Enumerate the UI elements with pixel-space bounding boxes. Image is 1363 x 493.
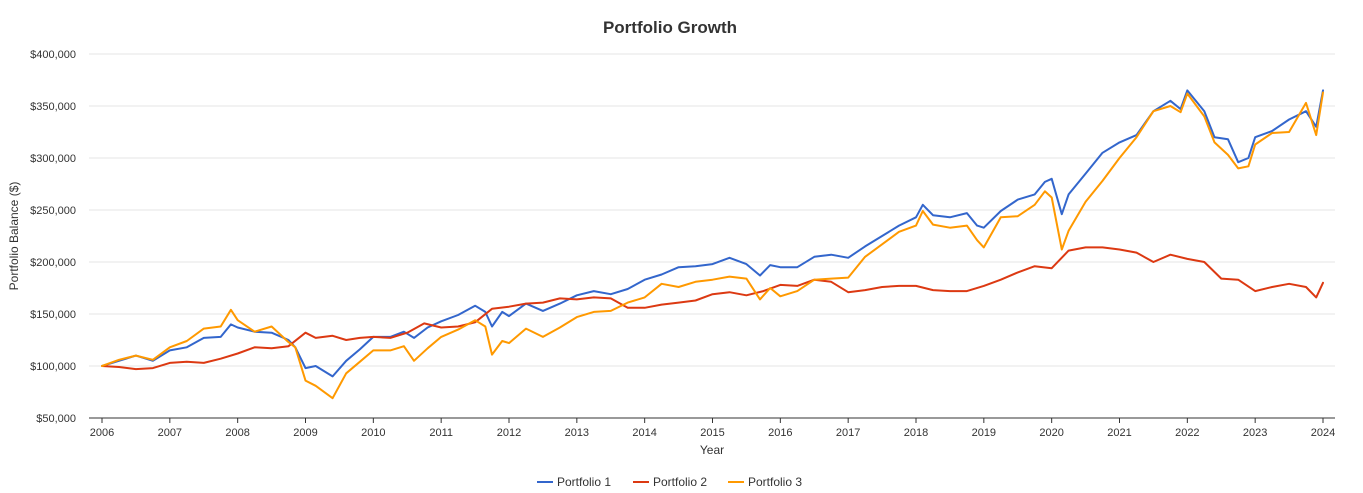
x-tick-label: 2017	[836, 427, 860, 439]
series-lines	[101, 89, 1324, 400]
x-tick-label: 2016	[768, 427, 792, 439]
legend-item-portfolio-1[interactable]: Portfolio 1	[537, 475, 611, 489]
x-axis-label: Year	[700, 443, 724, 457]
y-tick-label: $100,000	[30, 361, 76, 373]
x-tick-label: 2009	[293, 427, 317, 439]
y-tick-label: $250,000	[30, 205, 76, 217]
x-axis-ticks: 2006 2007 2008 2009 2010 2011 2012 2013 2014 2015…	[90, 418, 1335, 439]
legend-label: Portfolio 1	[557, 475, 611, 489]
y-tick-label: $400,000	[30, 49, 76, 61]
y-tick-label: $50,000	[36, 413, 76, 425]
grid-lines	[89, 53, 1335, 419]
y-axis-ticks: $50,000 $100,000 $150,000 $200,000 $250,000 $…	[30, 49, 76, 425]
y-tick-label: $150,000	[30, 309, 76, 321]
x-tick-label: 2022	[1175, 427, 1199, 439]
x-tick-label: 2006	[90, 427, 114, 439]
x-tick-label: 2019	[972, 427, 996, 439]
legend-label: Portfolio 2	[653, 475, 707, 489]
series-line-portfolio-3	[101, 91, 1324, 400]
series-line-portfolio-2	[101, 246, 1324, 371]
x-tick-label: 2014	[632, 427, 656, 439]
legend-item-portfolio-2[interactable]: Portfolio 2	[633, 475, 707, 489]
x-tick-label: 2021	[1107, 427, 1131, 439]
x-tick-label: 2023	[1243, 427, 1267, 439]
x-tick-label: 2015	[700, 427, 724, 439]
legend: Portfolio 1 Portfolio 2 Portfolio 3	[537, 475, 802, 489]
y-tick-label: $200,000	[30, 257, 76, 269]
x-tick-label: 2008	[225, 427, 249, 439]
x-tick-label: 2013	[565, 427, 589, 439]
x-tick-label: 2010	[361, 427, 385, 439]
legend-item-portfolio-3[interactable]: Portfolio 3	[728, 475, 802, 489]
chart-title: Portfolio Growth	[603, 18, 737, 37]
x-tick-label: 2011	[429, 427, 453, 439]
x-tick-label: 2012	[497, 427, 521, 439]
x-tick-label: 2018	[904, 427, 928, 439]
y-tick-label: $350,000	[30, 101, 76, 113]
legend-label: Portfolio 3	[748, 475, 802, 489]
x-tick-label: 2020	[1039, 427, 1063, 439]
x-tick-label: 2007	[158, 427, 182, 439]
x-tick-label: 2024	[1311, 427, 1335, 439]
y-axis-label: Portfolio Balance ($)	[7, 182, 21, 291]
y-tick-label: $300,000	[30, 153, 76, 165]
